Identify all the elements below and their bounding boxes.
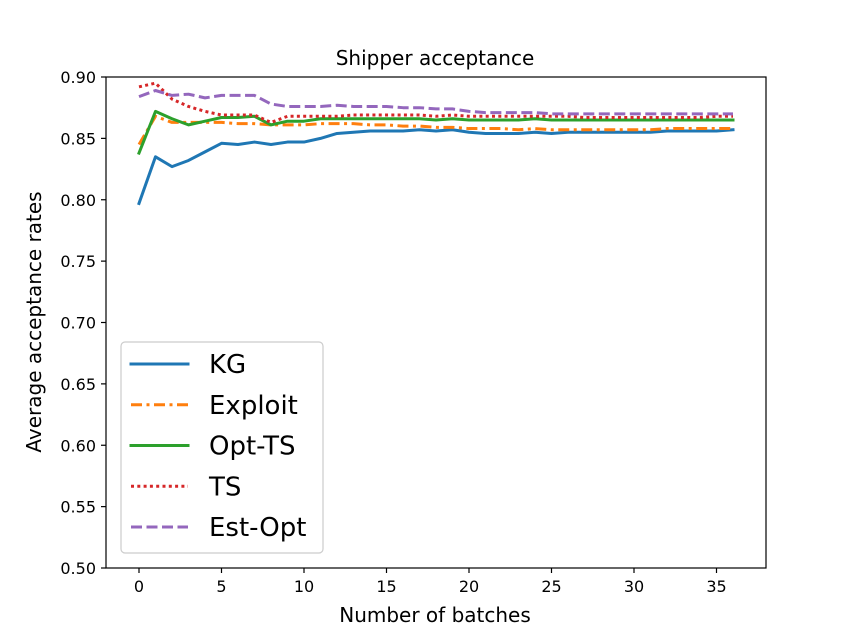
y-tick-label: 0.70 (60, 314, 96, 333)
x-tick-label: 30 (624, 577, 644, 596)
y-tick-label: 0.85 (60, 129, 96, 148)
legend-label: Opt-TS (209, 432, 296, 462)
y-axis-label: Average acceptance rates (22, 191, 46, 452)
y-tick-label: 0.55 (60, 498, 96, 517)
y-tick-label: 0.60 (60, 436, 96, 455)
x-tick-label: 5 (216, 577, 226, 596)
series-line-exploit (137, 114, 733, 146)
series-line-est-opt (138, 89, 733, 116)
legend-box (120, 341, 324, 554)
x-tick-label: 10 (294, 577, 314, 596)
series-line-ts (138, 81, 733, 124)
series-line-kg (137, 128, 735, 206)
axes-layer: 0 5 10 15 20 25 30 35 0.50 0.55 0.60 0.65 0.70 0.75 0.… (60, 68, 767, 596)
y-tick-label: 0.80 (60, 191, 96, 210)
x-tick-label: 35 (706, 577, 726, 596)
x-tick-label: 25 (541, 577, 561, 596)
series-line-opt-ts (137, 109, 735, 156)
series-layer (137, 81, 735, 206)
chart-title: Shipper acceptance (336, 46, 535, 70)
legend-label: Exploit (209, 391, 298, 421)
x-tick-label: 0 (134, 577, 144, 596)
y-tick-label: 0.90 (60, 68, 96, 87)
legend-label: KG (209, 350, 246, 380)
legend-label: Est-Opt (209, 513, 306, 543)
legend-label: TS (208, 472, 241, 502)
y-tick-label: 0.75 (60, 252, 96, 271)
x-tick-label: 15 (376, 577, 396, 596)
y-tick-label: 0.65 (60, 375, 96, 394)
x-tick-label: 20 (459, 577, 479, 596)
x-axis-label: Number of batches (339, 603, 531, 627)
y-tick-label: 0.50 (60, 559, 96, 578)
legend: KG Exploit Opt-TS TS Est-Opt (120, 341, 324, 554)
